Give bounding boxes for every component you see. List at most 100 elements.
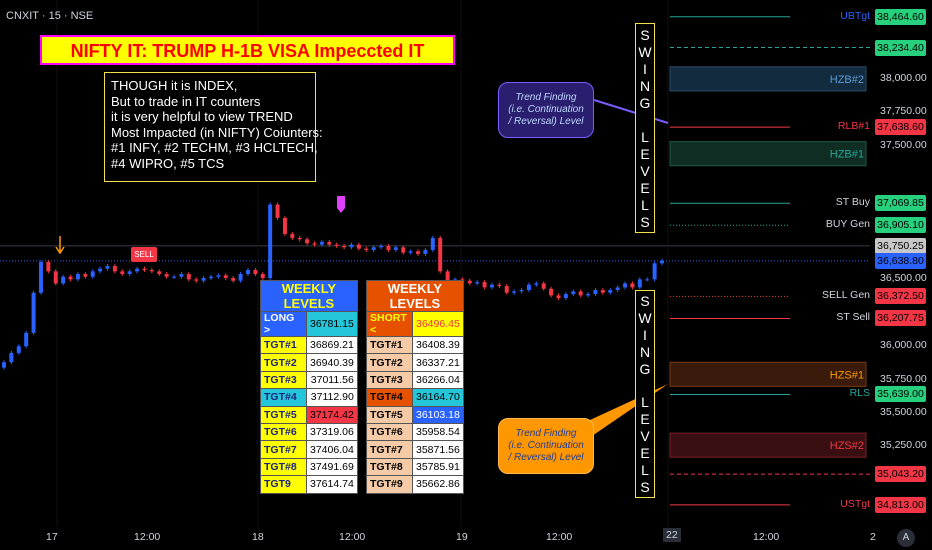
candle	[475, 282, 480, 284]
candle	[497, 284, 502, 287]
price-tag: 38,464.60	[875, 8, 926, 25]
zone-label: HZS#1	[830, 369, 864, 381]
candle	[282, 217, 287, 234]
swing-letter: I	[643, 327, 647, 344]
candle	[393, 247, 398, 250]
level-value: 36103.18	[412, 405, 464, 424]
callout-pointer	[593, 99, 669, 124]
time-tick: 17	[46, 531, 58, 543]
candle	[327, 241, 332, 245]
table-row: TGT#6 37319.06	[260, 422, 358, 442]
candle	[53, 271, 58, 284]
time-tick: 12:00	[546, 531, 573, 543]
level-label: TGT#4	[366, 388, 413, 407]
candle	[223, 275, 228, 279]
table-row: TGT#5 37174.42	[260, 405, 358, 424]
candle	[83, 274, 88, 277]
candle	[379, 245, 384, 248]
weekly-short-table: WEEKLY LEVELS SHORT <36496.45 TGT#1 36408.3…	[366, 280, 464, 494]
level-value: 35785.91	[412, 457, 464, 477]
table-row: TGT#7 37406.04	[260, 440, 358, 459]
level-value: 37174.42	[306, 405, 358, 424]
candle	[534, 283, 539, 285]
sell-marker: SELL	[131, 247, 157, 262]
table-row: TGT#1 36869.21	[260, 335, 358, 355]
callout-pointer	[590, 384, 668, 436]
level-value: 35662.86	[412, 475, 464, 494]
table-row: TGT#5 36103.18	[366, 405, 464, 424]
level-value: 37011.56	[306, 370, 358, 390]
candle	[652, 263, 657, 280]
candle	[194, 279, 199, 281]
candle	[571, 291, 576, 295]
level-value: 35871.56	[412, 440, 464, 459]
level-label: TGT#5	[366, 405, 413, 424]
price-tag: 36,750.25	[875, 237, 926, 254]
swing-letter: E	[640, 444, 650, 461]
candle	[364, 248, 369, 250]
level-value: 36869.21	[306, 335, 358, 355]
candle	[2, 362, 6, 368]
zone-box	[669, 361, 867, 387]
swing-letter: N	[639, 77, 651, 94]
time-tick: 12:00	[339, 531, 366, 543]
callout-line: Trend Finding	[515, 428, 577, 439]
candle	[268, 204, 273, 279]
level-value: 37491.69	[306, 457, 358, 477]
table-row: TGT#2 36337.21	[366, 353, 464, 372]
table-row: TGT#3 36266.04	[366, 370, 464, 390]
level-label: TGT#3	[260, 370, 307, 390]
swing-letter: E	[640, 145, 650, 162]
note-line: But to trade in IT counters	[111, 93, 261, 109]
price-tick: 36,000.00	[880, 339, 927, 352]
note-line: #4 WIPRO, #5 TCS	[111, 155, 225, 171]
level-value: 36781.15	[306, 311, 358, 337]
zone-label: HZB#2	[830, 74, 864, 86]
price-tick: 37,500.00	[880, 138, 927, 151]
level-value: 37112.90	[306, 388, 358, 407]
level-value: 37614.74	[306, 475, 358, 494]
candle	[312, 243, 317, 245]
level-label: TGT#4	[260, 388, 307, 407]
candle	[319, 241, 324, 245]
zone-box	[669, 141, 867, 167]
candle	[75, 274, 80, 280]
swing-letter: S	[640, 213, 650, 230]
candle	[549, 288, 554, 296]
level-value: 36337.21	[412, 353, 464, 372]
price-tag: 37,069.85	[875, 195, 926, 212]
level-label: TGT#6	[260, 422, 307, 442]
candle	[38, 261, 43, 293]
level-name: RLS	[790, 387, 870, 400]
price-tag: 35,639.00	[875, 386, 926, 403]
time-tick: 2	[870, 531, 876, 543]
level-label: TGT#1	[366, 335, 413, 355]
table-row: LONG >36781.15	[260, 311, 358, 337]
candle	[608, 290, 613, 293]
symbol-label: CNXIT · 15 · NSE	[6, 10, 94, 22]
price-tag: 36,638.80	[875, 252, 926, 269]
time-tick: 18	[252, 531, 264, 543]
time-tick: 22	[663, 528, 681, 542]
note-line: #1 INFY, #2 TECHM, #3 HCLTECH,	[111, 140, 318, 155]
swing-letter: L	[641, 128, 649, 145]
note-line: Most Impacted (in NIFTY) Coiunters:	[111, 124, 323, 140]
swing-letter: E	[640, 411, 650, 428]
note-box: THOUGH it is INDEX, But to trade in IT c…	[104, 72, 323, 182]
candle	[578, 291, 583, 296]
price-tick: 36,500.00	[880, 272, 927, 285]
auto-scale-button[interactable]: A	[897, 529, 915, 547]
level-name: ST Buy	[790, 196, 870, 209]
candle	[386, 245, 391, 250]
marker-icon	[337, 196, 345, 213]
time-tick: 12:00	[134, 531, 161, 543]
candle	[90, 271, 95, 277]
candle	[371, 247, 376, 250]
candle	[112, 266, 117, 272]
level-value: 37406.04	[306, 440, 358, 459]
candle	[430, 237, 435, 250]
price-tag: 37,638.60	[875, 119, 926, 136]
level-name: BUY Gen	[790, 218, 870, 231]
price-tick: 35,750.00	[880, 372, 927, 385]
